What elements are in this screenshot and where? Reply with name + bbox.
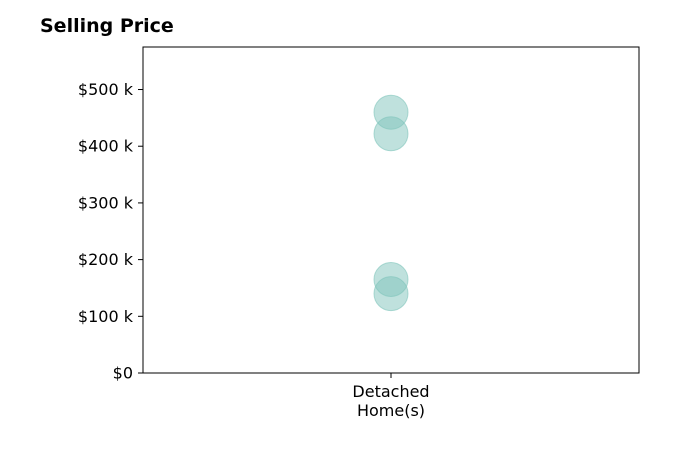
data-point bbox=[373, 94, 409, 130]
x-tick-label: Detached Home(s) bbox=[352, 382, 429, 420]
x-axis: Detached Home(s) bbox=[352, 373, 430, 420]
y-tick-label: $400 k bbox=[78, 137, 134, 156]
chart-title: Selling Price bbox=[40, 15, 174, 37]
data-point bbox=[373, 261, 409, 297]
y-axis: $0 $100 k $200 k $300 k $400 k $500 k bbox=[78, 80, 143, 383]
y-tick-label: $500 k bbox=[78, 80, 134, 99]
y-tick-label: $300 k bbox=[78, 193, 134, 212]
points-layer bbox=[373, 94, 409, 312]
y-tick-label: $200 k bbox=[78, 250, 134, 269]
y-tick-label: $0 bbox=[113, 364, 133, 383]
y-tick-label: $100 k bbox=[78, 307, 134, 326]
